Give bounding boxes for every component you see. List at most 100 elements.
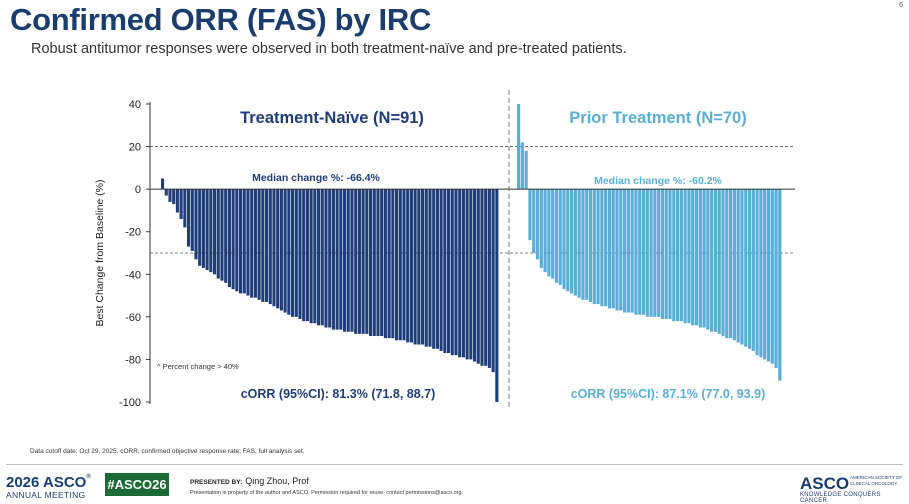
waterfall-bar <box>611 189 615 309</box>
presenter-name: Qing Zhou, Prof <box>245 476 309 486</box>
waterfall-bar <box>395 189 399 341</box>
waterfall-bar <box>428 189 432 347</box>
waterfall-bar <box>209 189 213 273</box>
series-title: Treatment-Naïve (N=91) <box>240 109 424 127</box>
waterfall-bar <box>250 189 254 298</box>
annual-meeting-label: ANNUAL MEETING <box>6 490 86 500</box>
waterfall-bar <box>220 189 224 281</box>
waterfall-bar <box>710 189 714 332</box>
waterfall-bar <box>387 189 391 339</box>
waterfall-bar <box>687 189 691 324</box>
waterfall-bar <box>532 189 536 253</box>
asco-trademark: ® <box>86 474 91 480</box>
waterfall-bar <box>331 189 335 330</box>
waterfall-bar <box>313 189 317 324</box>
waterfall-bar <box>638 189 642 315</box>
waterfall-bar <box>224 189 228 283</box>
waterfall-bar <box>447 189 451 354</box>
waterfall-bar <box>279 189 283 311</box>
waterfall-bar <box>747 189 752 349</box>
waterfall-bar <box>346 189 350 332</box>
y-tick-label: -100 <box>119 397 141 409</box>
waterfall-bar <box>354 189 358 334</box>
waterfall-bar <box>398 189 402 341</box>
waterfall-bar <box>543 189 547 273</box>
waterfall-bar <box>268 189 272 305</box>
asco-tagline: KNOWLEDGE CONQUERS CANCER <box>800 492 881 504</box>
waterfall-bar <box>585 189 589 300</box>
y-axis-label: Best Change from Baseline (%) <box>94 179 106 326</box>
waterfall-bar <box>706 189 710 330</box>
waterfall-bar <box>276 189 280 309</box>
slide-number: 6 <box>899 2 903 9</box>
waterfall-bar <box>729 189 733 339</box>
waterfall-bar <box>317 189 321 326</box>
waterfall-bar <box>406 189 410 343</box>
waterfall-bar <box>432 189 436 349</box>
waterfall-bar <box>645 189 649 317</box>
waterfall-bar <box>476 189 480 364</box>
waterfall-bar <box>164 189 168 196</box>
y-tick-label: -60 <box>125 312 141 324</box>
waterfall-bar <box>649 189 653 317</box>
waterfall-bar <box>198 189 202 266</box>
waterfall-bar <box>766 189 771 362</box>
waterfall-bar <box>770 189 774 364</box>
waterfall-bar <box>305 189 309 322</box>
waterfall-bar <box>732 189 736 341</box>
waterfall-bar <box>239 189 243 294</box>
waterfall-bar <box>369 189 373 337</box>
waterfall-bar <box>380 189 384 337</box>
waterfall-bar <box>660 189 665 319</box>
waterfall-bar <box>409 189 413 343</box>
footer-divider <box>6 464 903 465</box>
waterfall-bar <box>657 189 661 317</box>
waterfall-bar <box>755 189 759 356</box>
waterfall-bar <box>558 189 562 285</box>
y-tick-label: -40 <box>125 269 141 281</box>
waterfall-bar <box>495 189 499 402</box>
waterfall-bar <box>539 189 543 268</box>
waterfall-bar <box>619 189 623 311</box>
corr-label: cORR (95%CI): 87.1% (77.0, 93.9) <box>571 387 766 401</box>
waterfall-bar <box>759 189 763 358</box>
asco-logo: ASCO <box>800 474 850 493</box>
percent-change-annotation: ^ Percent change > 40% <box>157 362 239 371</box>
slide-subtitle: Robust antitumor responses were observed… <box>31 41 627 57</box>
waterfall-bar <box>744 189 748 347</box>
waterfall-bar <box>484 189 488 366</box>
waterfall-bar <box>291 189 295 317</box>
y-tick-label: -80 <box>125 354 141 366</box>
waterfall-bar <box>283 189 287 313</box>
waterfall-bar <box>592 189 596 305</box>
corr-label: cORR (95%CI): 81.3% (71.8, 88.7) <box>241 387 436 401</box>
waterfall-bar <box>376 189 380 337</box>
waterfall-bar <box>600 189 604 307</box>
waterfall-bar <box>424 189 428 347</box>
series-title: Prior Treatment (N=70) <box>569 109 746 127</box>
asco-meeting-logo: 2026 ASCO® <box>6 474 91 491</box>
waterfall-bar <box>350 189 354 332</box>
waterfall-bar <box>491 189 495 373</box>
waterfall-bar <box>604 189 608 307</box>
waterfall-bar <box>458 189 462 358</box>
waterfall-bar <box>679 189 683 322</box>
waterfall-bar <box>187 189 191 247</box>
waterfall-bar <box>763 189 767 360</box>
waterfall-bar <box>421 189 425 345</box>
waterfall-bar <box>335 189 339 330</box>
waterfall-bar <box>566 189 570 292</box>
waterfall-bar <box>253 189 257 298</box>
waterfall-bar <box>242 189 246 294</box>
waterfall-bar <box>391 189 395 339</box>
waterfall-bar <box>339 189 343 330</box>
waterfall-bar <box>630 189 634 313</box>
waterfall-bar <box>257 189 261 300</box>
waterfall-bar <box>179 189 183 219</box>
waterfall-bar <box>713 189 718 332</box>
waterfall-bar <box>413 189 417 345</box>
waterfall-bar <box>168 189 172 202</box>
waterfall-bar <box>623 189 627 313</box>
waterfall-bar <box>272 189 276 307</box>
waterfall-bar <box>641 189 646 315</box>
